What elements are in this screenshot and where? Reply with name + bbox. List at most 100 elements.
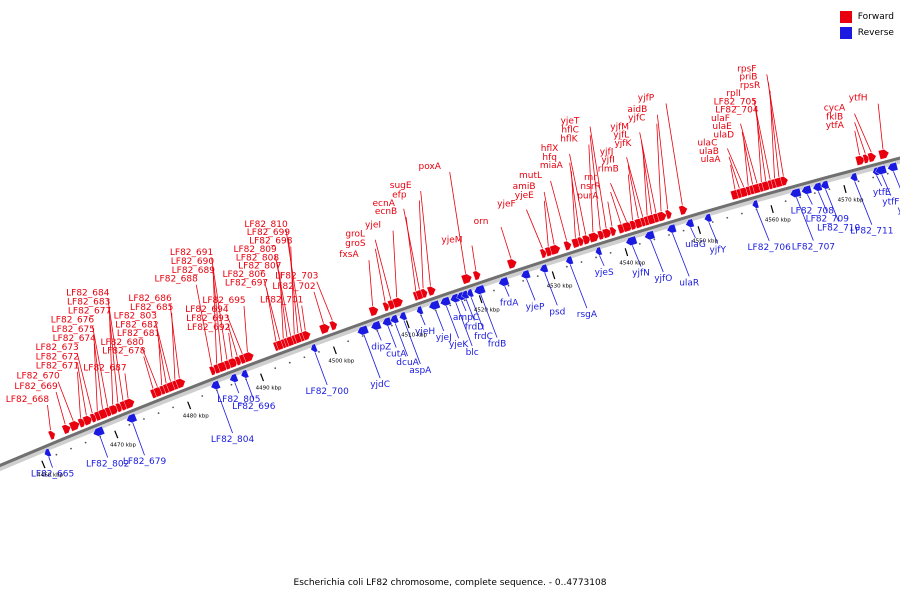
- forward-label-leader: [420, 190, 431, 286]
- forward-gene-label: ulaA: [701, 155, 722, 165]
- forward-gene-label: yjfL: [613, 131, 629, 141]
- tick-mark: [405, 320, 410, 329]
- reverse-label-leader: [671, 232, 690, 277]
- forward-label-leader: [141, 347, 158, 387]
- forward-gene-rpsF: [779, 176, 789, 187]
- forward-gene-label: amiB: [513, 182, 536, 192]
- forward-gene-label: LF82_692: [187, 323, 230, 333]
- forward-label-leader: [607, 201, 613, 227]
- minor-tick: [638, 242, 641, 245]
- reverse-label-leader: [434, 309, 445, 332]
- forward-gene-label: LF82_807: [238, 262, 281, 272]
- forward-label-leader: [109, 316, 114, 405]
- minor-tick: [201, 395, 204, 397]
- reverse-gene-label: dipZ: [371, 342, 391, 352]
- minor-tick: [288, 361, 291, 364]
- forward-label-leader: [143, 356, 154, 389]
- forward-gene-purA: [609, 226, 617, 237]
- forward-label-leader: [92, 334, 103, 409]
- forward-gene-label: LF82_808: [236, 253, 280, 263]
- reverse-gene-label: LF82_700: [306, 387, 350, 397]
- forward-label-leader: [543, 191, 555, 245]
- forward-gene-label: rnr: [584, 173, 597, 183]
- reverse-gene-frdC: [466, 288, 475, 298]
- forward-gene-label: LF82_704: [715, 106, 759, 116]
- reverse-gene-label: ulaR: [679, 278, 699, 288]
- minor-tick: [493, 289, 495, 292]
- forward-gene-LF82_686: [175, 378, 186, 389]
- forward-gene-label: hfq: [542, 153, 557, 163]
- forward-gene-label: nsrR: [580, 182, 600, 192]
- reverse-gene-frdD: [461, 289, 470, 300]
- forward-gene-mutL: [563, 240, 572, 251]
- forward-gene-sugE: [426, 285, 437, 297]
- reverse-gene-label: ytfB: [897, 206, 900, 216]
- reverse-label-leader: [99, 435, 109, 458]
- forward-labels-group: LF82_668 LF82_669LF82_670LF82_671LF82_672…: [6, 64, 884, 431]
- reverse-gene-label: LF82_679: [123, 457, 167, 467]
- reverse-label-leader: [376, 329, 382, 341]
- forward-label-leader: [854, 113, 872, 153]
- minor-tick: [99, 435, 102, 438]
- forward-gene-label: LF82_676: [51, 316, 95, 326]
- forward-gene-label: LF82_669: [14, 382, 58, 392]
- forward-label-leader: [374, 239, 392, 300]
- forward-label-leader: [92, 325, 108, 407]
- minor-tick: [172, 406, 175, 409]
- reverse-label-leader: [569, 264, 588, 309]
- forward-gene-label: poxA: [419, 162, 442, 172]
- legend: Forward Reverse: [839, 9, 894, 41]
- forward-label-leader: [854, 130, 860, 156]
- minor-tick: [741, 212, 743, 215]
- forward-gene-label: ytfH: [849, 94, 868, 104]
- forward-label-leader: [543, 200, 549, 247]
- forward-label-leader: [639, 132, 657, 213]
- forward-gene-label: LF82_671: [36, 362, 79, 372]
- reverse-gene-dcuA: [389, 314, 400, 324]
- reverse-gene-yjdC: [357, 324, 370, 336]
- forward-gene-label: yjfM: [610, 122, 629, 132]
- forward-label-leader: [471, 245, 477, 271]
- forward-gene-label: LF82_687: [83, 363, 126, 373]
- tick-mark: [114, 430, 119, 439]
- forward-label-leader: [76, 362, 87, 416]
- reverse-gene-LF82_708: [801, 184, 813, 195]
- reverse-gene-label: psd: [549, 307, 565, 317]
- minor-tick: [143, 418, 145, 420]
- minor-tick: [595, 256, 597, 259]
- figure-caption: Escherichia coli LF82 chromosome, comple…: [293, 578, 607, 588]
- reverse-label-leader: [755, 208, 770, 241]
- tick-label: 4470 kbp: [110, 443, 136, 449]
- reverse-gene-label: LF82_707: [792, 243, 835, 253]
- forward-gene-LF82_687: [123, 398, 135, 410]
- minor-tick: [70, 447, 72, 450]
- forward-gene-label: yjeT: [561, 117, 580, 127]
- forward-gene-label: LF82_668: [6, 395, 50, 405]
- reverse-gene-ulaR: [666, 223, 677, 234]
- forward-gene-label: LF82_688: [155, 275, 199, 285]
- forward-label-leader: [640, 140, 652, 215]
- reverse-gene-dipZ: [370, 320, 382, 331]
- tick-label: 4560 kbp: [765, 218, 791, 224]
- reverse-label-leader: [795, 197, 814, 241]
- minor-tick: [84, 441, 87, 444]
- reverse-gene-label: LF82_802: [86, 460, 129, 470]
- forward-gene-ytfA: [854, 155, 866, 166]
- forward-gene-yjeF: [539, 248, 548, 259]
- forward-gene-label: cycA: [824, 104, 846, 114]
- forward-gene-yjfC: [656, 211, 668, 222]
- reverse-gene-yjfY: [704, 213, 713, 223]
- reverse-gene-label: LF82_708: [791, 207, 835, 217]
- forward-gene-label: hflX: [541, 144, 559, 154]
- forward-label-leader: [610, 191, 622, 224]
- reverse-gene-yjeP: [520, 269, 532, 280]
- minor-tick: [522, 280, 525, 282]
- forward-label-leader: [754, 107, 767, 181]
- reverse-gene-LF82_710: [820, 180, 830, 190]
- reverse-gene-label: LF82_710: [817, 224, 861, 234]
- forward-gene-label: rlmB: [598, 164, 619, 174]
- forward-gene-label: aidB: [627, 105, 647, 115]
- forward-gene-label: LF82_674: [53, 334, 97, 344]
- tick-label: 4490 kbp: [256, 386, 282, 392]
